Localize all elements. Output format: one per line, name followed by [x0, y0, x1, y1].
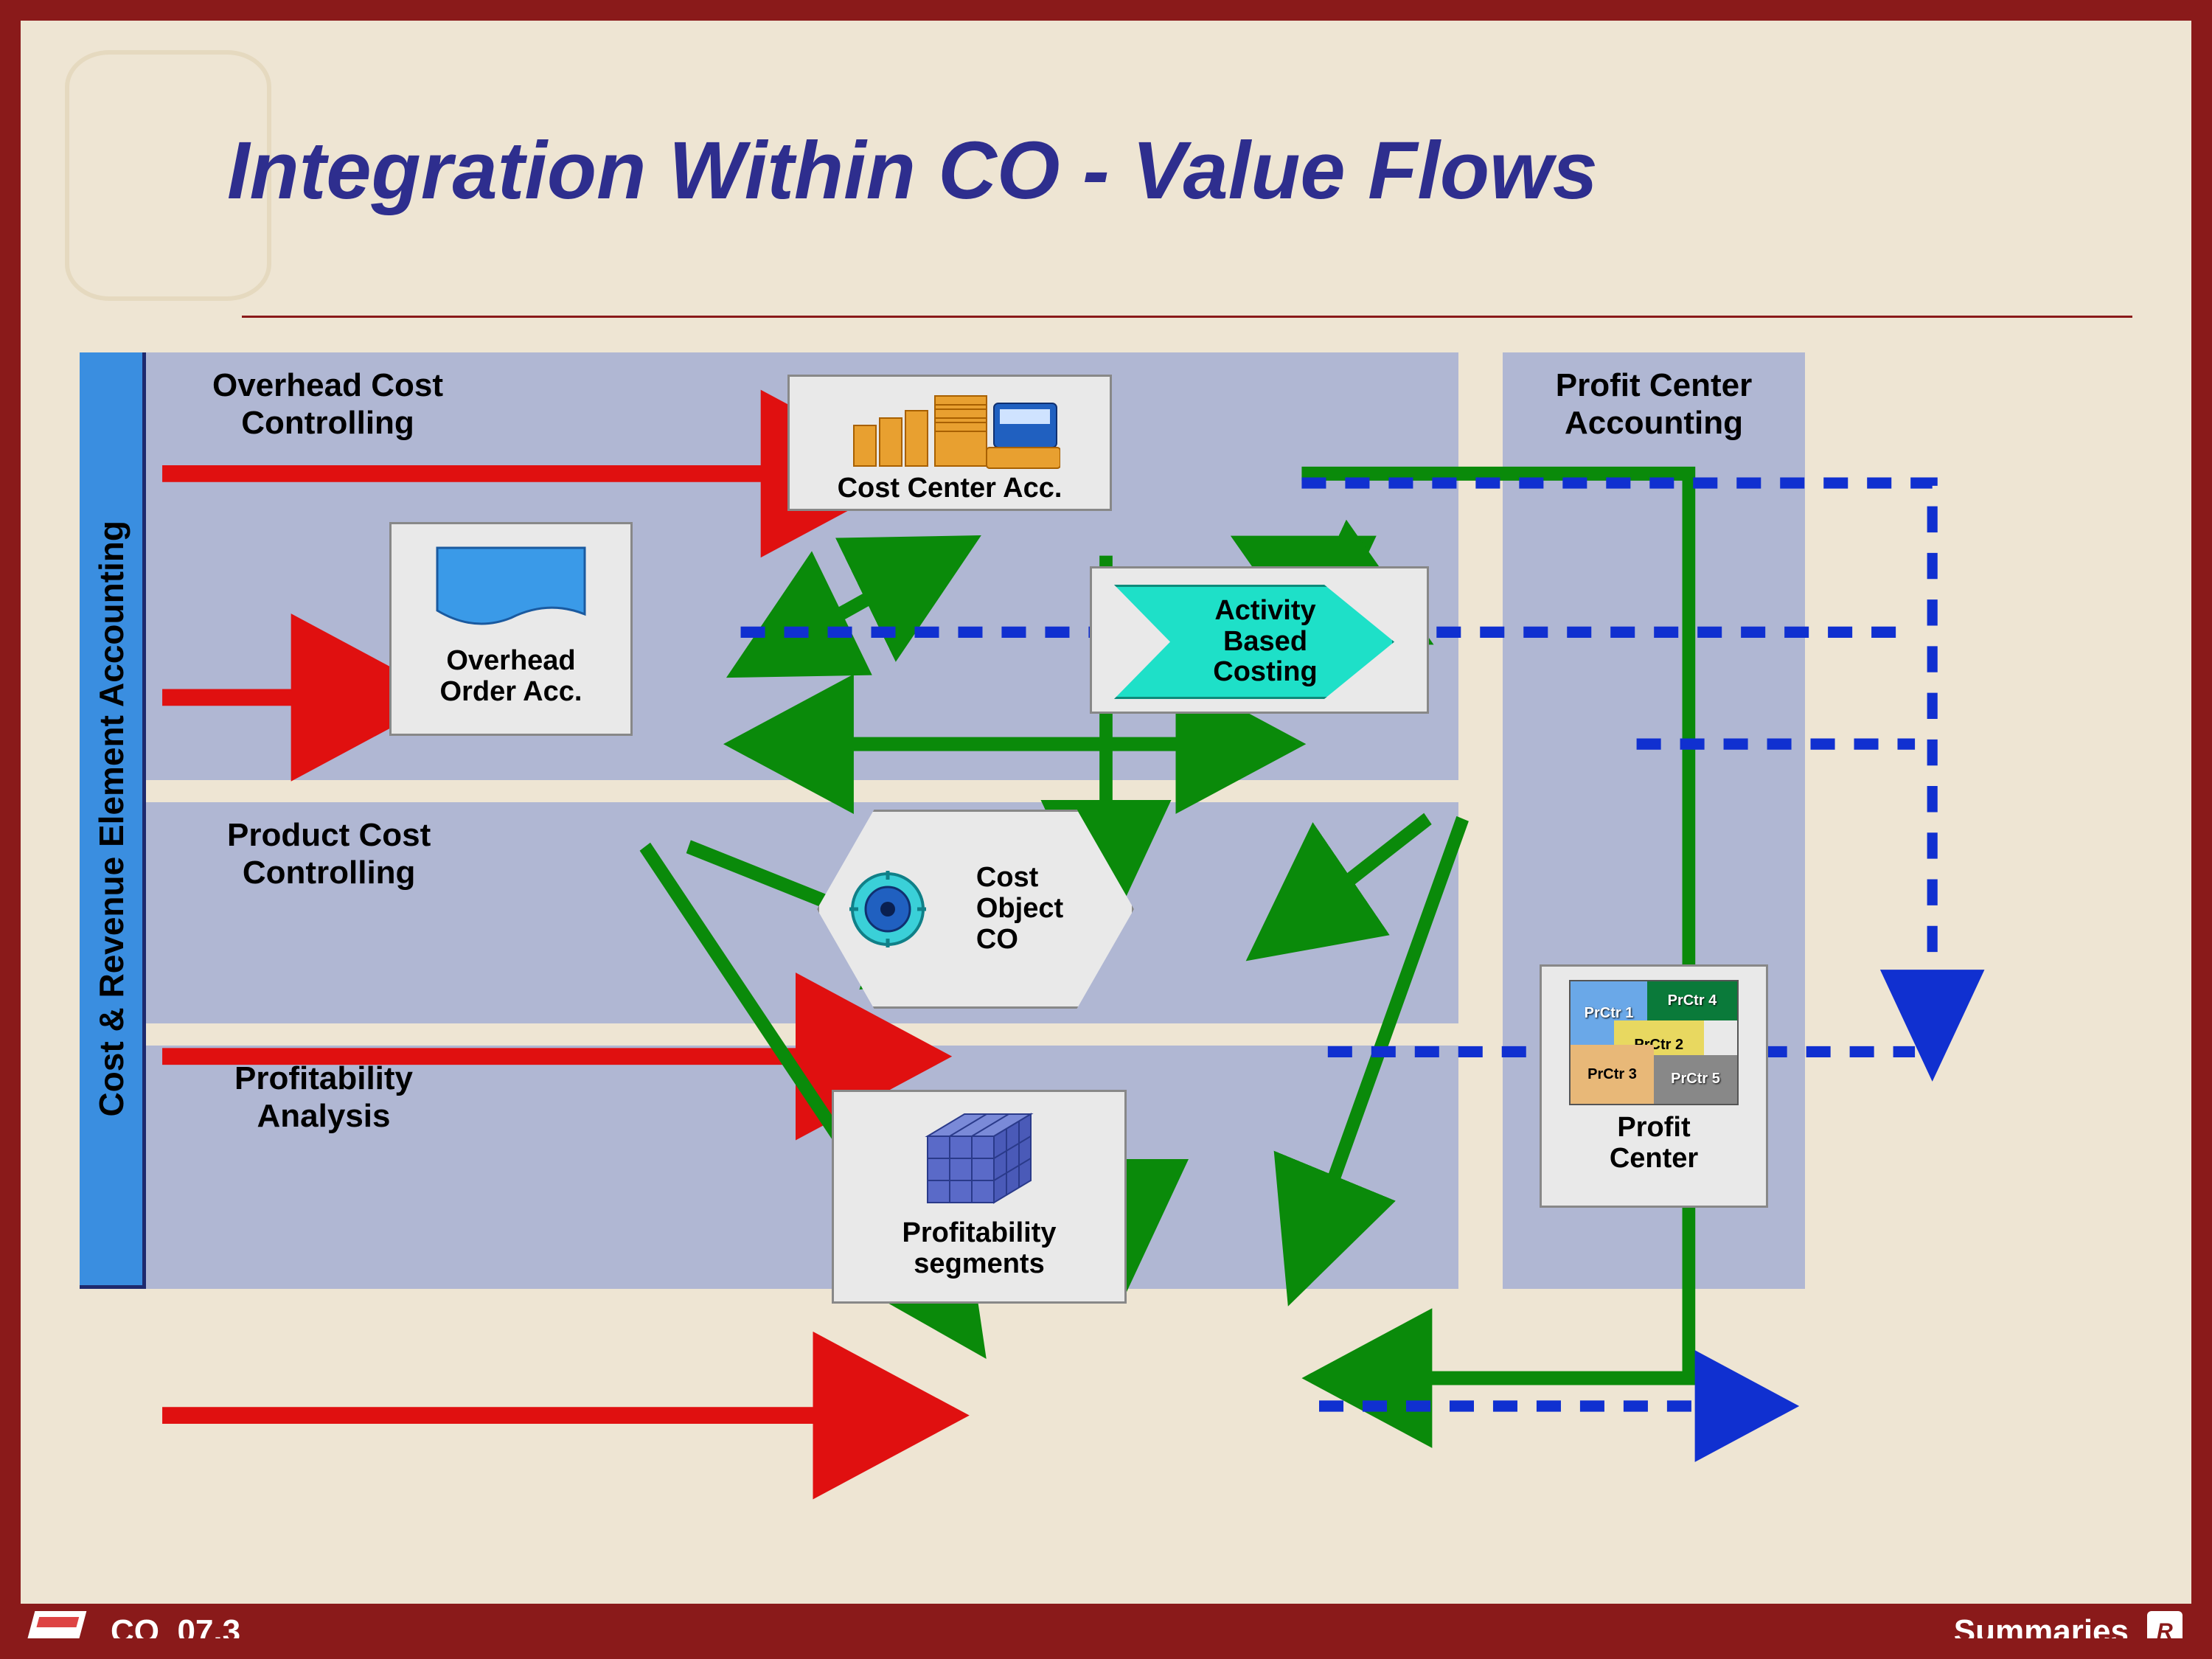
- section-label-profit-center: Profit Center Accounting: [1525, 367, 1783, 442]
- section-label-profitability: Profitability Analysis: [234, 1060, 413, 1135]
- factory-icon: [790, 381, 1110, 473]
- pc-region-3: PrCtr 3: [1571, 1045, 1654, 1104]
- node-profit-center-label: Profit Center: [1549, 1113, 1759, 1175]
- pc-region-5: PrCtr 5: [1654, 1055, 1737, 1104]
- slide: Integration Within CO - Value Flows Cost…: [0, 0, 2212, 1659]
- footer-code: CO_07.3: [111, 1613, 240, 1650]
- node-profitability-label: Profitability segments: [834, 1218, 1124, 1280]
- pc-region-4: PrCtr 4: [1647, 981, 1737, 1020]
- node-overhead-order: Overhead Order Acc.: [389, 522, 633, 736]
- banner-icon: [430, 533, 592, 636]
- footer-bar: CO_07.3 Summaries R: [0, 1604, 2212, 1659]
- node-abc-container: Activity Based Costing: [1090, 566, 1429, 714]
- abc-arrow-shape: Activity Based Costing: [1114, 585, 1394, 699]
- node-profitability-segments: Profitability segments: [832, 1090, 1127, 1304]
- diagram-canvas: Cost & Revenue Element Accounting Overhe…: [80, 352, 2132, 1565]
- node-cost-center-label: Cost Center Acc.: [790, 473, 1110, 504]
- section-label-overhead: Overhead Cost Controlling: [212, 367, 443, 442]
- section-label-product: Product Cost Controlling: [227, 817, 431, 891]
- node-abc-label: Activity Based Costing: [1191, 596, 1317, 688]
- node-cost-object: Cost Object CO: [817, 810, 1134, 1009]
- node-profit-center: PrCtr 1 PrCtr 4 PrCtr 2 PrCtr 3 PrCtr 5 …: [1540, 964, 1768, 1208]
- cube-icon: [913, 1099, 1046, 1210]
- slide-title: Integration Within CO - Value Flows: [227, 124, 1598, 218]
- footer-right-label: Summaries: [1954, 1613, 2129, 1650]
- node-overhead-order-label: Overhead Order Acc.: [400, 646, 622, 708]
- footer-logo-icon: R: [2147, 1611, 2183, 1652]
- node-cost-center: Cost Center Acc.: [787, 375, 1112, 511]
- gear-icon: [847, 869, 928, 950]
- title-underline: [242, 316, 2132, 318]
- vertical-axis-text: Cost & Revenue Element Accounting: [91, 521, 131, 1117]
- vertical-axis-label: Cost & Revenue Element Accounting: [80, 352, 146, 1289]
- footer-left-icon: [24, 1611, 87, 1652]
- profit-center-map-icon: PrCtr 1 PrCtr 4 PrCtr 2 PrCtr 3 PrCtr 5: [1569, 980, 1739, 1105]
